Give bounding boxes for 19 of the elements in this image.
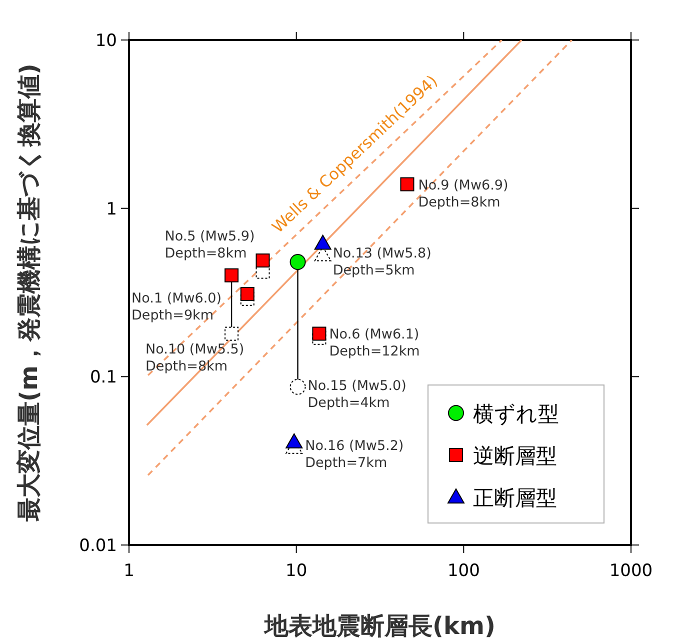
y-tick-label: 0.01 <box>79 536 117 556</box>
x-tick-label: 100 <box>447 561 480 581</box>
legend-label: 横ずれ型 <box>473 402 559 426</box>
y-axis-title: 最大変位量(m，発震機構に基づく換算値) <box>15 64 43 522</box>
y-tick-label: 10 <box>95 31 117 51</box>
annotation: No.5 (Mw5.9) Depth=8km <box>164 228 255 262</box>
x-axis-title: 地表地震断層長(km) <box>264 612 496 640</box>
legend-label: 正断層型 <box>473 486 557 510</box>
legend-label: 逆断層型 <box>473 444 557 468</box>
annotation: No.15 (Mw5.0) Depth=4km <box>308 378 406 411</box>
annotation: No.16 (Mw5.2) Depth=7km <box>305 438 404 471</box>
annotation: No.13 (Mw5.8) Depth=5km <box>332 245 432 278</box>
annotation: No.6 (Mw6.1) Depth=12km <box>329 326 420 360</box>
y-tick-label: 1 <box>106 199 117 220</box>
annotation: No.1 (Mw6.0) Depth=9km <box>132 290 222 324</box>
y-tick-label: 0.1 <box>90 368 117 388</box>
x-tick-label: 10 <box>286 561 308 581</box>
x-tick-label: 1 <box>124 561 134 581</box>
x-tick-label: 1000 <box>609 561 653 581</box>
